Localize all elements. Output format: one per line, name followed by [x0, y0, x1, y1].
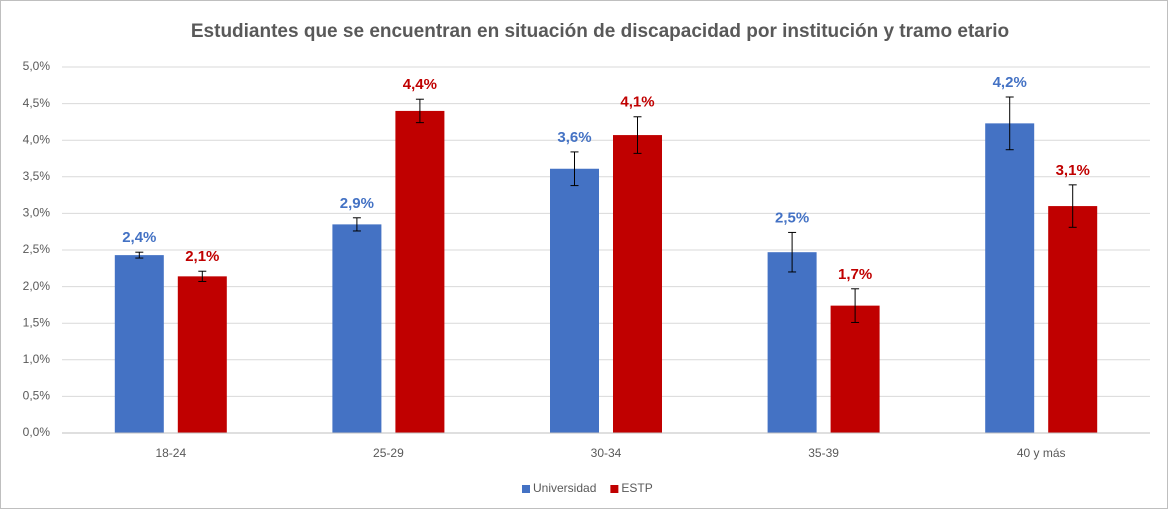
legend-label: ESTP — [621, 481, 652, 495]
y-tick-label: 4,0% — [23, 132, 51, 146]
y-tick-label: 2,5% — [23, 242, 51, 256]
y-tick-label: 2,0% — [23, 279, 51, 293]
data-label: 3,1% — [1056, 162, 1090, 179]
x-tick-label: 30-34 — [591, 446, 622, 460]
bar — [767, 252, 817, 433]
y-tick-label: 5,0% — [23, 59, 51, 73]
y-tick-label: 3,0% — [23, 206, 51, 220]
data-label: 2,1% — [185, 248, 219, 265]
x-tick-label: 18-24 — [155, 446, 186, 460]
bar — [613, 135, 662, 434]
data-label: 4,1% — [620, 94, 654, 111]
bar — [550, 168, 599, 434]
legend-swatch — [522, 485, 530, 493]
chart-title: Estudiantes que se encuentran en situaci… — [191, 21, 1009, 42]
legend-swatch — [610, 485, 619, 493]
legend-label: Universidad — [533, 481, 596, 495]
x-tick-label: 35-39 — [808, 446, 839, 460]
bar — [1048, 206, 1098, 433]
y-tick-label: 0,5% — [23, 389, 51, 403]
data-label: 2,4% — [122, 229, 156, 246]
data-label: 3,6% — [557, 129, 591, 146]
bar — [177, 276, 227, 433]
x-tick-label: 40 y más — [1017, 446, 1066, 460]
y-tick-label: 1,0% — [23, 352, 51, 366]
y-tick-label: 4,5% — [23, 96, 51, 110]
x-tick-label: 25-29 — [373, 446, 404, 460]
bar — [395, 110, 445, 434]
bar — [332, 224, 382, 433]
y-tick-label: 3,5% — [23, 169, 51, 183]
data-label: 2,9% — [340, 195, 374, 212]
data-label: 2,5% — [775, 209, 809, 226]
bar — [985, 123, 1035, 433]
y-tick-label: 0,0% — [23, 425, 51, 439]
data-label: 1,7% — [838, 266, 872, 283]
bar — [114, 255, 164, 433]
y-tick-label: 1,5% — [23, 315, 51, 329]
data-label: 4,4% — [403, 76, 437, 93]
data-label: 4,2% — [993, 74, 1027, 91]
bar — [830, 305, 880, 433]
